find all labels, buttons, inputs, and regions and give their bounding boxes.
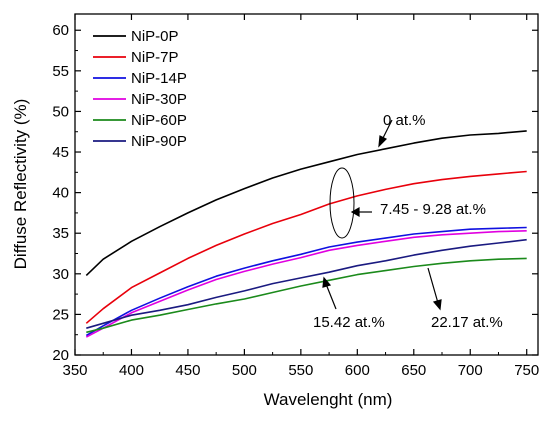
series-line-nip-0p — [85, 130, 527, 276]
y-axis-title: Diffuse Reflectivity (%) — [11, 99, 30, 270]
annotation-7-45-9-28-at: 7.45 - 9.28 at.% — [380, 201, 486, 218]
series-line-nip-14p — [85, 226, 527, 337]
y-tick-label: 45 — [52, 144, 69, 161]
legend-label: NiP-7P — [131, 49, 179, 66]
y-tick-label: 35 — [52, 225, 69, 242]
arrowhead-0-at — [378, 135, 388, 148]
annotation-0-at: 0 at.% — [383, 112, 426, 129]
series-line-nip-30p — [85, 230, 527, 338]
plot-lines — [85, 130, 527, 338]
x-tick-label: 400 — [119, 362, 144, 379]
x-tick-label: 700 — [458, 362, 483, 379]
x-tick-label: 750 — [514, 362, 539, 379]
x-tick-label: 500 — [232, 362, 257, 379]
legend-label: NiP-30P — [131, 91, 187, 108]
x-tick-label: 650 — [401, 362, 426, 379]
annotation-22-17-at: 22.17 at.% — [431, 314, 503, 331]
x-tick-label: 600 — [345, 362, 370, 379]
y-tick-label: 60 — [52, 22, 69, 39]
y-tick-label: 55 — [52, 63, 69, 80]
y-tick-label: 20 — [52, 347, 69, 364]
legend-label: NiP-0P — [131, 28, 179, 45]
series-line-nip-90p — [86, 238, 527, 329]
series-line-nip-7p — [85, 170, 527, 324]
x-tick-label: 350 — [62, 362, 87, 379]
x-tick-label: 550 — [288, 362, 313, 379]
y-tick-label: 30 — [52, 266, 69, 283]
x-tick-label: 450 — [175, 362, 200, 379]
tick-labels: 350 400 450 500 550 600 650 700 750 20 25 30 35 40 45 5… — [52, 22, 539, 379]
axis-ticks — [74, 14, 538, 356]
arrowhead-7-45-at — [350, 206, 360, 218]
plot-frame — [74, 13, 539, 356]
arrow-22-17-at — [427, 267, 439, 304]
y-tick-label: 40 — [52, 185, 69, 202]
arrowhead-15-42-at — [322, 276, 332, 288]
legend-label: NiP-90P — [131, 133, 187, 150]
series-line-nip-60p — [86, 257, 527, 334]
legend-label: NiP-14P — [131, 70, 187, 87]
arrow-0-at — [381, 119, 393, 141]
arrowhead-22-17-at — [432, 299, 442, 311]
legend-label: NiP-60P — [131, 112, 187, 129]
y-tick-label: 50 — [52, 103, 69, 120]
annotation-arrows — [322, 119, 442, 311]
arrow-15-42-at — [325, 283, 337, 310]
x-axis-title: Wavelenght (nm) — [264, 390, 393, 409]
annotation-ellipse — [329, 167, 355, 239]
annotation-15-42-at: 15.42 at.% — [313, 314, 385, 331]
y-tick-label: 25 — [52, 306, 69, 323]
legend: NiP-0P NiP-7P NiP-14P NiP-30P NiP-60P NiP-90P — [93, 28, 187, 150]
